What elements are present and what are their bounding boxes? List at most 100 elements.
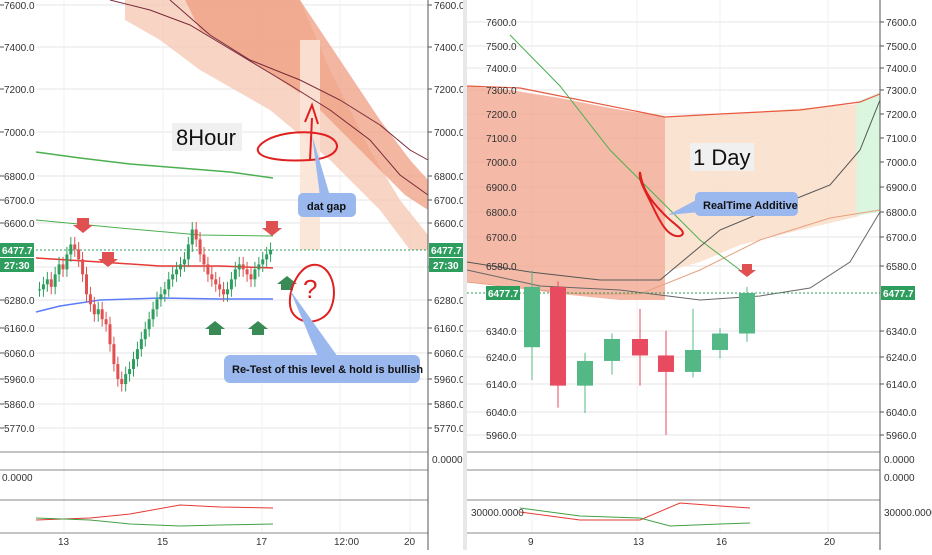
left-blue-ma [35, 297, 273, 313]
left-candle [155, 299, 159, 310]
left-green-ma [35, 151, 274, 179]
left-y-tick-label-left: 6600.0 [4, 219, 35, 230]
left-candle [202, 254, 206, 265]
right-y-tick-label-left: 7400.0 [486, 64, 517, 75]
left-y-tick-label: 6280.0 [434, 296, 465, 307]
left-callout-box-2 [224, 355, 420, 383]
left-callout-pointer-1 [312, 135, 330, 196]
left-green-arrow-1 [205, 321, 225, 335]
right-y-tick-label-left: 6240.0 [486, 353, 517, 364]
left-span-a-line [109, 0, 429, 196]
right-y-tick-label: 6240.0 [886, 353, 917, 364]
left-candle [194, 229, 198, 240]
left-candle [124, 374, 128, 385]
right-y-tick-label: 7200.0 [886, 110, 917, 121]
left-candle [167, 279, 171, 290]
left-callout-2: Re-Test of this level & hold is bullish [232, 364, 423, 376]
left-candle [163, 289, 167, 295]
right-y-tick-label-left: 6340.0 [486, 327, 517, 338]
right-indicator-green [519, 507, 751, 527]
right-y-tick-label: 5960.0 [886, 431, 917, 442]
right-x-tick-label: 9 [528, 537, 534, 548]
right-y-tick-label-left: 5960.0 [486, 431, 517, 442]
left-candle [253, 269, 257, 280]
left-candle [179, 264, 182, 270]
right-y-tick-label-left: 6700.0 [486, 233, 517, 244]
right-y-tick-label-left: 7000.0 [486, 158, 517, 169]
left-candle [73, 244, 77, 250]
left-title-box [172, 123, 242, 151]
left-y-tick-label: 6060.0 [434, 349, 465, 360]
left-candle [171, 274, 175, 280]
left-callout-1: dat gap [307, 201, 346, 213]
left-y-tick-label-left: 7000.0 [4, 128, 35, 139]
left-y-tick-label: 5770.0 [434, 424, 465, 435]
left-candle [261, 259, 265, 265]
right-candle [524, 286, 540, 348]
left-time-tag-left [0, 258, 34, 272]
left-x-axis: 13 15 17 12:00 20 [58, 537, 416, 548]
left-candle [65, 254, 69, 270]
left-candle [88, 294, 92, 305]
right-x-tick-label: 16 [716, 537, 728, 548]
right-y-tick-label-left: 6140.0 [486, 380, 517, 391]
left-candle [245, 269, 249, 275]
right-y-tick-label: 7300.0 [886, 86, 917, 97]
left-y-tick-label: 6800.0 [434, 172, 465, 183]
right-candle [685, 349, 701, 372]
left-y-tick-label-left: 6280.0 [4, 296, 35, 307]
left-callout-box-1 [298, 193, 356, 217]
left-candle [214, 279, 218, 285]
right-red-arrow [738, 264, 756, 277]
left-time-tag-right-label: 27:30 [433, 261, 459, 272]
left-candle [128, 369, 132, 375]
left-candle [92, 304, 96, 315]
right-candle [658, 355, 674, 372]
right-y-tick-label-left: 7500.0 [486, 42, 517, 53]
left-candle [151, 309, 155, 320]
left-candle [257, 264, 261, 270]
left-candle [237, 264, 241, 270]
left-candle [233, 269, 237, 280]
left-y-tick-label-left: 6160.0 [4, 324, 35, 335]
left-price-tag-right-label: 6477.7 [431, 246, 462, 257]
right-candle [550, 286, 566, 386]
right-y-tick-label-left: 7600.0 [486, 18, 517, 29]
left-candle [218, 284, 222, 290]
left-candle [159, 294, 163, 300]
right-chart-panel: 1 Day RealTime Additive 7600.0 7600.0 7500… [466, 0, 932, 550]
left-candle [269, 250, 273, 255]
left-time-tag-left-label: 27:30 [4, 261, 30, 272]
left-candle [132, 359, 135, 370]
left-cloud-inner [185, 0, 428, 210]
right-y-tick-label-left: 7100.0 [486, 134, 517, 145]
right-y-tick-label: 7100.0 [886, 134, 917, 145]
left-candles [38, 222, 273, 392]
right-y-tick-label: 6340.0 [886, 327, 917, 338]
left-price-tag-left-label: 6477.7 [2, 246, 33, 257]
left-candle [81, 259, 85, 275]
left-cloud-outer [125, 0, 428, 250]
right-indicator-tick-4: 30000.0000 [471, 508, 524, 519]
right-y-tick-label-left: 6580.0 [486, 262, 517, 273]
right-candle [739, 293, 755, 334]
left-candle [241, 264, 245, 270]
left-candle [77, 249, 81, 260]
left-candle [85, 274, 88, 295]
left-y-tick-label: 6160.0 [434, 324, 465, 335]
left-indicator-tick-1: 0.0000 [432, 455, 463, 466]
left-indicator-green [35, 517, 274, 527]
right-y-tick-label-left: 6900.0 [486, 183, 517, 194]
right-indicator-red [519, 502, 751, 521]
left-red-arrow-2 [98, 252, 118, 267]
left-candle [45, 279, 49, 285]
left-candle [96, 309, 100, 315]
left-candle [61, 264, 65, 270]
right-y-tick-label: 6580.0 [886, 262, 917, 273]
left-red-arrow-1 [73, 218, 93, 233]
right-y-tick-label-left: 6800.0 [486, 208, 517, 219]
right-candle [604, 338, 620, 361]
left-candle [175, 269, 179, 275]
left-candle [198, 239, 202, 255]
